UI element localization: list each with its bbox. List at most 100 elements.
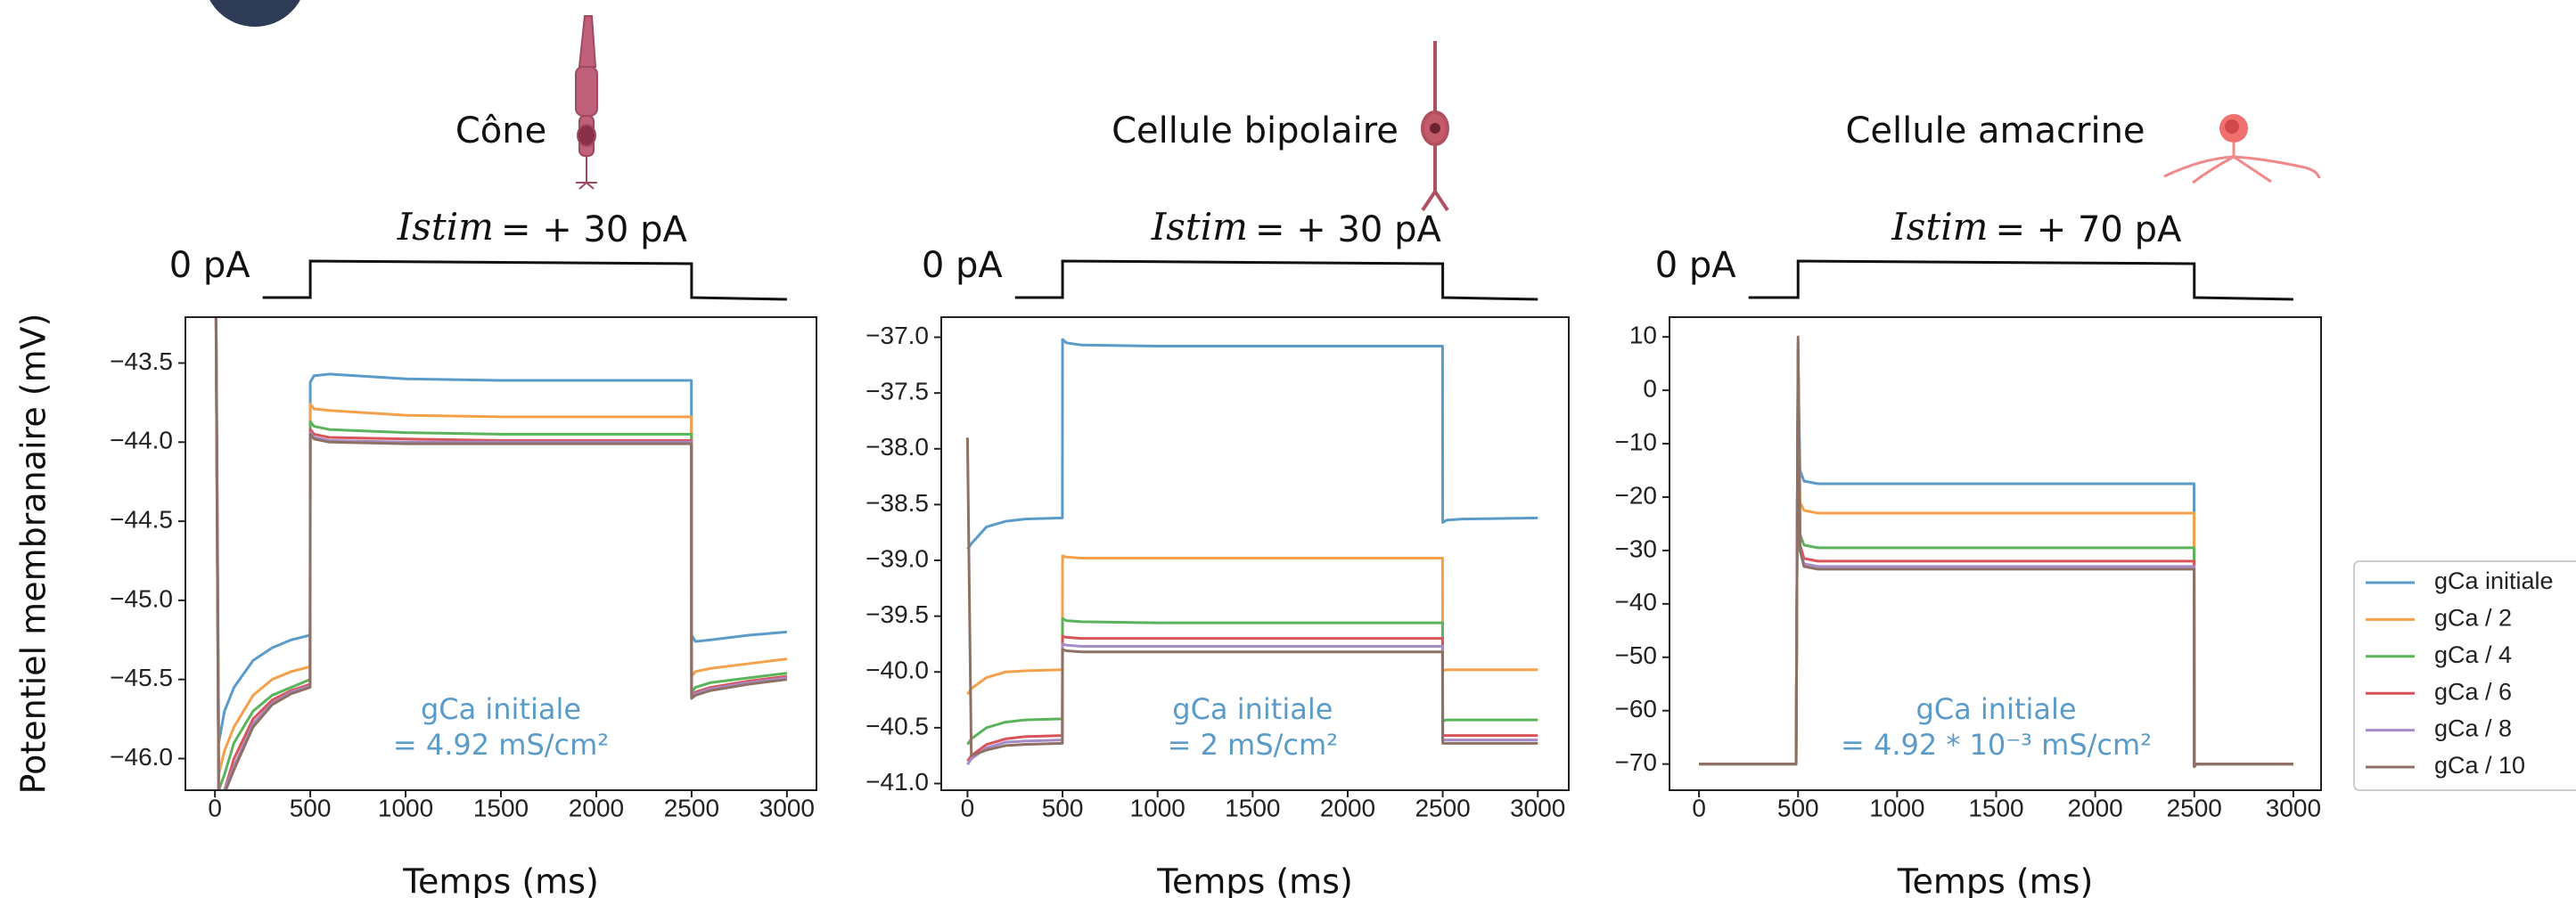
legend-label: gCa / 10 [2434,752,2525,779]
x-tick-label: 500 [1042,794,1084,821]
stimulus-name: Istim [397,205,494,249]
plot-frame [1669,316,2322,791]
x-tick-label: 2500 [2167,794,2222,821]
legend-label: gCa / 4 [2434,641,2512,668]
plot-frame [185,316,817,791]
x-tick-label: 1500 [473,794,529,821]
x-tick-label: 2000 [569,794,624,821]
x-tick-label: 2000 [1320,794,1375,821]
annotation: = 4.92 mS/cm² [393,728,609,762]
x-tick-label: 1000 [1130,794,1185,821]
series-line [966,338,1538,551]
y-tick-label: −40.0 [866,657,929,684]
chart-title: Cône [455,110,546,151]
plot-area [965,338,1538,766]
stimulus-value: = + 70 pA [1996,209,2182,250]
y-tick-label: −50 [1615,641,1658,669]
y-tick-label: −39.5 [866,600,929,628]
y-axis-label: Potentiel membranaire (mV) [14,314,53,795]
stimulus-baseline: 0 pA [922,245,1004,286]
x-tick-label: 0 [1692,794,1706,821]
cone-icon [575,15,598,190]
legend-label: gCa / 6 [2434,678,2512,705]
y-tick-label: −41.0 [866,768,929,796]
series-line [966,554,1538,696]
stimulus-name: Istim [1151,205,1248,249]
y-tick-label: −45.5 [110,664,173,691]
y-tick-label: −37.0 [866,322,929,349]
plot-frame [940,316,1570,791]
legend-label: gCa initiale [2434,567,2554,594]
y-tick-label: −39.0 [866,544,929,572]
x-tick-label: 3000 [2266,794,2321,821]
y-tick-label: 0 [1643,374,1657,402]
x-tick-label: 0 [961,794,975,821]
stimulus-name: Istim [1891,205,1988,249]
logo-circle [209,0,300,27]
x-axis-label: Temps (ms) [402,862,599,898]
y-tick-label: −44.5 [110,505,173,533]
x-tick-label: 1000 [1869,794,1924,821]
x-tick-label: 2000 [2067,794,2122,821]
y-tick-label: −43.5 [110,347,173,375]
series-line [214,317,788,790]
series-line [966,642,1538,766]
x-tick-label: 500 [1777,794,1819,821]
stimulus-trace [1014,259,1538,301]
x-tick-label: 3000 [1510,794,1565,821]
annotation: gCa initiale [421,692,581,726]
stimulus-baseline: 0 pA [169,245,251,286]
stimulus-value: = + 30 pA [501,209,687,250]
annotation: gCa initiale [1172,692,1333,726]
x-tick-label: 3000 [759,794,815,821]
series-line [965,437,1538,757]
stimulus-trace [262,259,787,301]
series-line [214,317,788,776]
x-axis-label: Temps (ms) [1897,862,2094,898]
legend-label: gCa / 8 [2434,715,2512,742]
bipolar-icon [1421,41,1449,212]
y-tick-label: −30 [1615,535,1658,562]
x-tick-label: 500 [290,794,332,821]
y-tick-label: −38.5 [866,489,929,517]
series-line [966,634,1538,763]
stimulus-value: = + 30 pA [1255,209,1441,250]
annotation: = 2 mS/cm² [1168,728,1338,762]
y-tick-label: −44.0 [110,427,173,454]
series-line [966,616,1538,746]
y-tick-label: 10 [1629,322,1657,349]
x-tick-label: 2500 [664,794,719,821]
annotation: = 4.92 * 10⁻³ mS/cm² [1841,728,2152,762]
y-tick-label: −38.0 [866,433,929,461]
stimulus-baseline: 0 pA [1655,245,1737,286]
chart-title: Cellule bipolaire [1112,110,1399,151]
y-tick-label: −40.5 [866,712,929,739]
x-axis-label: Temps (ms) [1156,862,1353,898]
y-tick-label: −70 [1615,748,1658,776]
annotation: gCa initiale [1916,692,2076,726]
y-tick-label: −20 [1615,481,1658,509]
amacrine-icon [2163,114,2321,184]
plot-area [1699,335,2293,769]
chart-title: Cellule amacrine [1845,110,2145,151]
series-line [214,317,787,745]
x-tick-label: 2500 [1415,794,1470,821]
x-tick-label: 1000 [378,794,433,821]
y-tick-label: −45.0 [110,584,173,612]
y-tick-label: −40 [1615,588,1658,616]
x-tick-label: 0 [208,794,222,821]
x-tick-label: 1500 [1968,794,2023,821]
x-tick-label: 1500 [1225,794,1280,821]
series-line [1699,335,2293,769]
y-tick-label: −10 [1615,428,1658,455]
stimulus-trace [1748,259,2293,301]
y-tick-label: −37.5 [866,378,929,405]
legend-label: gCa / 2 [2434,605,2512,632]
plot-area [214,317,788,790]
y-tick-label: −46.0 [110,743,173,771]
series-line [214,317,788,790]
y-tick-label: −60 [1615,695,1658,722]
